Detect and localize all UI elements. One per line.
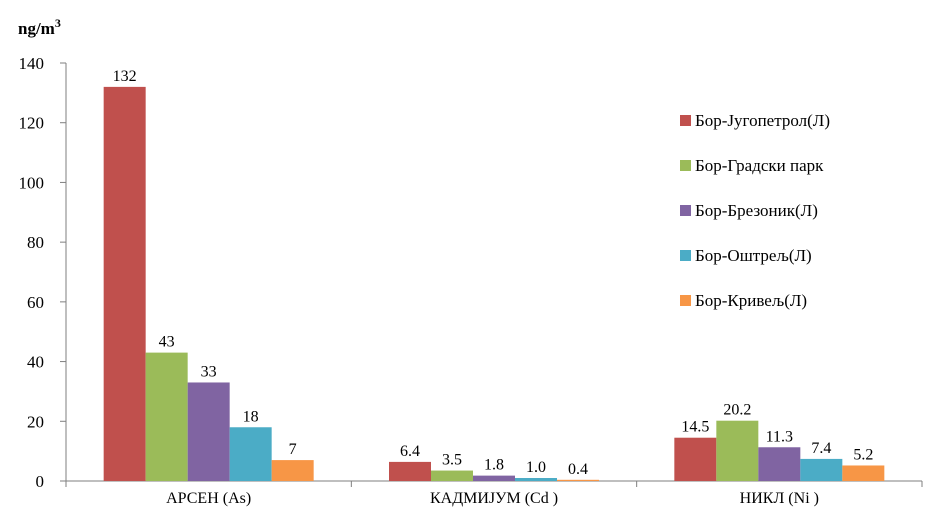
data-label: 11.3 xyxy=(766,428,793,445)
bar xyxy=(674,437,717,481)
data-label: 7.4 xyxy=(811,440,831,457)
bar xyxy=(473,475,515,481)
legend-swatch xyxy=(680,160,691,171)
y-axis-unit-label: ng/m3 xyxy=(18,16,61,38)
legend-label: Бор-Оштрељ(Л) xyxy=(695,246,812,265)
data-label: 1.0 xyxy=(526,459,546,476)
x-category-label: АРСЕН (As) xyxy=(166,490,251,507)
x-category-label: НИКЛ (Ni ) xyxy=(740,490,819,507)
legend-swatch xyxy=(680,250,691,261)
x-category-label: КАДМИЈУМ (Cd ) xyxy=(430,490,558,507)
data-label: 3.5 xyxy=(442,452,462,469)
y-tick-label: 100 xyxy=(19,173,45,192)
data-label: 132 xyxy=(113,68,137,85)
bar xyxy=(800,458,843,481)
data-label: 0.4 xyxy=(568,461,588,478)
data-label: 1.8 xyxy=(484,457,504,474)
data-label: 6.4 xyxy=(400,443,420,460)
bar xyxy=(187,382,230,481)
y-tick-label: 80 xyxy=(27,233,44,252)
bar xyxy=(557,479,599,481)
data-label: 20.2 xyxy=(723,402,751,419)
bar xyxy=(842,465,885,481)
y-tick-label: 40 xyxy=(27,353,44,372)
bar xyxy=(431,470,473,481)
data-label: 14.5 xyxy=(681,419,709,436)
legend-label: Бор-Југопетрол(Л) xyxy=(695,111,830,130)
legend-swatch xyxy=(680,115,691,126)
bar xyxy=(271,460,314,481)
data-label: 43 xyxy=(159,334,175,351)
y-tick-label: 140 xyxy=(19,54,45,73)
bar xyxy=(515,478,557,481)
y-tick-label: 60 xyxy=(27,293,44,312)
bar xyxy=(145,352,188,481)
legend-label: Бор-Градски парк xyxy=(695,156,824,175)
data-label: 5.2 xyxy=(853,446,873,463)
legend-label: Бор-Брезоник(Л) xyxy=(695,201,818,220)
bar xyxy=(103,86,146,481)
y-tick-label: 20 xyxy=(27,412,44,431)
y-tick-label: 0 xyxy=(36,472,45,491)
data-label: 18 xyxy=(243,408,259,425)
legend-swatch xyxy=(680,295,691,306)
bar xyxy=(229,427,272,481)
axes: 0 20 40 60 80 100 120 140 АРСЕН (As) КАДМИЈУМ (Cd… xyxy=(19,54,923,507)
data-label: 7 xyxy=(289,441,297,458)
data-labels: 132 43 33 18 7 6.4 3.5 1.8 1.0 0.4 14.5 20.2 11.3 7.4… xyxy=(113,68,874,478)
bars xyxy=(103,86,885,481)
y-tick-label: 120 xyxy=(19,114,45,133)
legend: Бор-Југопетрол(Л) Бор-Градски парк Бор-Бре… xyxy=(680,111,830,310)
bar xyxy=(389,461,431,481)
data-label: 33 xyxy=(201,363,217,380)
legend-swatch xyxy=(680,205,691,216)
bar xyxy=(716,420,759,481)
legend-label: Бор-Кривељ(Л) xyxy=(695,291,807,310)
bar xyxy=(758,447,801,481)
